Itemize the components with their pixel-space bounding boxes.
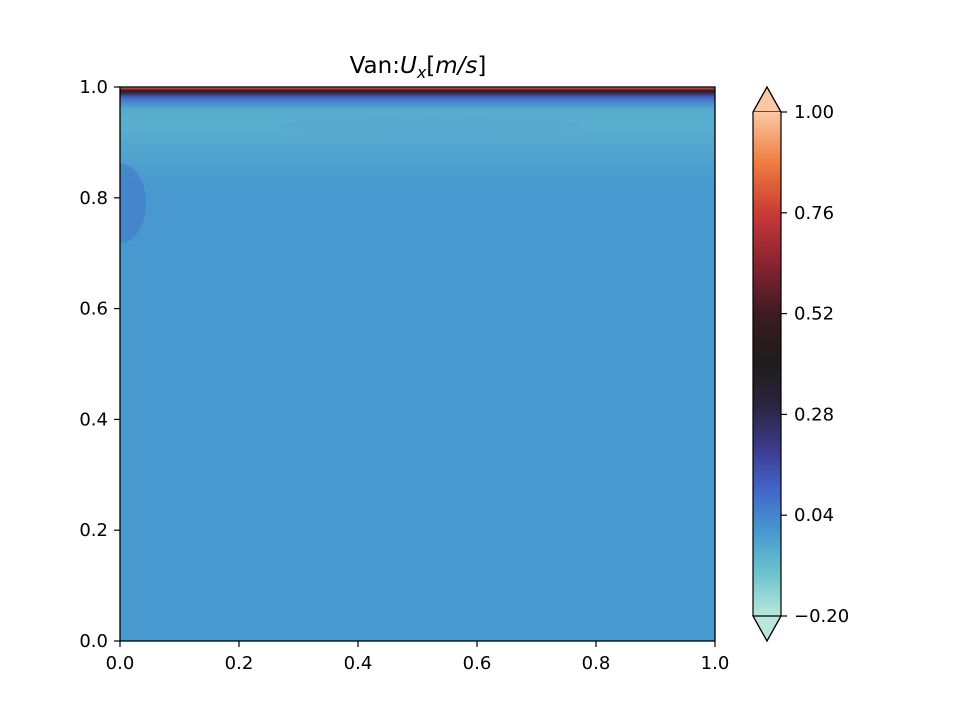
y-tick-label: 0.0 bbox=[79, 631, 108, 652]
y-axis: 0.0 0.2 0.4 0.6 0.8 1.0 bbox=[79, 77, 120, 652]
colorbar-tick-label: −0.20 bbox=[794, 606, 849, 627]
x-tick-label: 1.0 bbox=[701, 653, 730, 674]
colorbar-ticks: −0.20 0.04 0.28 0.52 0.76 1.00 bbox=[781, 102, 849, 627]
colorbar-extend-max bbox=[751, 85, 783, 113]
contour-band-light bbox=[280, 116, 580, 136]
chart-title: Van:Ux[m/s] bbox=[350, 53, 487, 82]
x-tick-label: 0.4 bbox=[344, 653, 373, 674]
colorbar: −0.20 0.04 0.28 0.52 0.76 1.00 bbox=[751, 85, 849, 643]
plot-area bbox=[120, 87, 715, 641]
y-tick-label: 0.2 bbox=[79, 520, 108, 541]
y-tick-label: 0.6 bbox=[79, 299, 108, 320]
colorbar-body bbox=[753, 112, 781, 616]
colorbar-tick-label: 0.52 bbox=[794, 304, 834, 325]
boundary-layer-band bbox=[120, 87, 715, 187]
y-tick-label: 0.8 bbox=[79, 188, 108, 209]
colorbar-extend-min bbox=[751, 615, 783, 643]
x-tick-label: 0.0 bbox=[106, 653, 135, 674]
x-tick-label: 0.2 bbox=[225, 653, 254, 674]
colorbar-tick-label: 0.76 bbox=[794, 203, 834, 224]
x-tick-label: 0.8 bbox=[582, 653, 611, 674]
left-wall-bulge bbox=[120, 163, 146, 244]
x-axis: 0.0 0.2 0.4 0.6 0.8 1.0 bbox=[106, 641, 730, 674]
y-tick-label: 0.4 bbox=[79, 409, 108, 430]
x-tick-label: 0.6 bbox=[463, 653, 492, 674]
plot-frame bbox=[119, 86, 716, 642]
colorbar-tick-label: 0.28 bbox=[794, 404, 834, 425]
colorbar-tick-label: 0.04 bbox=[794, 505, 834, 526]
colorbar-tick-label: 1.00 bbox=[794, 102, 834, 123]
y-tick-label: 1.0 bbox=[79, 77, 108, 98]
